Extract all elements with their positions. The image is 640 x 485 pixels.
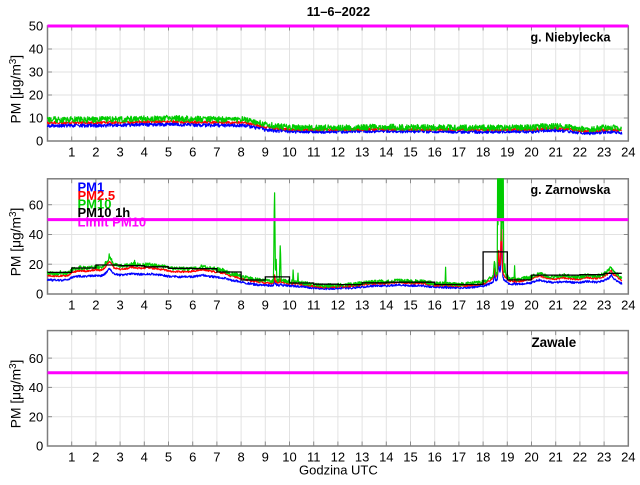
svg-text:14: 14 bbox=[379, 449, 393, 464]
svg-text:15: 15 bbox=[403, 297, 417, 312]
svg-text:14: 14 bbox=[379, 297, 393, 312]
svg-text:7: 7 bbox=[213, 297, 220, 312]
svg-text:24: 24 bbox=[621, 297, 635, 312]
svg-text:13: 13 bbox=[355, 297, 369, 312]
svg-text:7: 7 bbox=[213, 144, 220, 159]
svg-text:4: 4 bbox=[141, 449, 148, 464]
svg-text:20: 20 bbox=[524, 144, 538, 159]
svg-text:16: 16 bbox=[427, 297, 441, 312]
svg-text:22: 22 bbox=[573, 449, 587, 464]
svg-text:40: 40 bbox=[29, 227, 43, 242]
svg-text:6: 6 bbox=[189, 449, 196, 464]
svg-text:g. Zarnowska: g. Zarnowska bbox=[531, 183, 612, 197]
svg-text:Godzina UTC: Godzina UTC bbox=[299, 463, 378, 478]
svg-text:24: 24 bbox=[621, 144, 635, 159]
svg-text:10: 10 bbox=[282, 449, 296, 464]
svg-text:1: 1 bbox=[68, 297, 75, 312]
svg-text:4: 4 bbox=[141, 144, 148, 159]
svg-text:3: 3 bbox=[116, 297, 123, 312]
svg-text:17: 17 bbox=[452, 297, 466, 312]
svg-text:16: 16 bbox=[427, 144, 441, 159]
svg-text:8: 8 bbox=[237, 144, 244, 159]
svg-text:PM [μg/m3]: PM [μg/m3] bbox=[8, 208, 23, 277]
svg-text:4: 4 bbox=[141, 297, 148, 312]
svg-text:6: 6 bbox=[189, 144, 196, 159]
svg-text:22: 22 bbox=[573, 297, 587, 312]
svg-text:23: 23 bbox=[597, 144, 611, 159]
svg-text:PM2.5: PM2.5 bbox=[78, 188, 116, 203]
svg-text:12: 12 bbox=[331, 297, 345, 312]
svg-text:19: 19 bbox=[500, 297, 514, 312]
svg-text:10: 10 bbox=[29, 111, 43, 126]
svg-text:Limit PM10: Limit PM10 bbox=[78, 215, 147, 230]
svg-text:20: 20 bbox=[524, 449, 538, 464]
svg-text:PM [μg/m3]: PM [μg/m3] bbox=[8, 360, 23, 429]
svg-text:40: 40 bbox=[29, 380, 43, 395]
svg-text:PM [μg/m3]: PM [μg/m3] bbox=[8, 55, 23, 124]
svg-text:20: 20 bbox=[29, 88, 43, 103]
svg-text:21: 21 bbox=[548, 297, 562, 312]
svg-text:2: 2 bbox=[92, 297, 99, 312]
svg-text:2: 2 bbox=[92, 449, 99, 464]
svg-text:19: 19 bbox=[500, 449, 514, 464]
svg-text:18: 18 bbox=[476, 144, 490, 159]
svg-text:17: 17 bbox=[452, 144, 466, 159]
svg-text:0: 0 bbox=[36, 287, 43, 302]
svg-text:3: 3 bbox=[116, 449, 123, 464]
svg-text:30: 30 bbox=[29, 65, 43, 80]
svg-text:19: 19 bbox=[500, 144, 514, 159]
svg-text:PM1: PM1 bbox=[78, 179, 105, 194]
svg-text:21: 21 bbox=[548, 449, 562, 464]
svg-text:15: 15 bbox=[403, 144, 417, 159]
svg-text:5: 5 bbox=[165, 449, 172, 464]
svg-text:18: 18 bbox=[476, 297, 490, 312]
svg-text:20: 20 bbox=[524, 297, 538, 312]
svg-text:13: 13 bbox=[355, 144, 369, 159]
svg-text:60: 60 bbox=[29, 197, 43, 212]
svg-text:23: 23 bbox=[597, 297, 611, 312]
svg-text:9: 9 bbox=[262, 297, 269, 312]
svg-text:5: 5 bbox=[165, 144, 172, 159]
svg-text:11: 11 bbox=[307, 144, 321, 159]
svg-text:PM10: PM10 bbox=[78, 197, 112, 212]
svg-text:14: 14 bbox=[379, 144, 393, 159]
svg-text:0: 0 bbox=[36, 134, 43, 149]
svg-text:60: 60 bbox=[29, 351, 43, 366]
svg-text:8: 8 bbox=[237, 449, 244, 464]
svg-text:12: 12 bbox=[331, 449, 345, 464]
svg-text:20: 20 bbox=[29, 409, 43, 424]
svg-text:5: 5 bbox=[165, 297, 172, 312]
svg-text:11: 11 bbox=[307, 449, 321, 464]
svg-text:PM10 1h: PM10 1h bbox=[78, 205, 131, 220]
svg-text:50: 50 bbox=[29, 19, 43, 34]
svg-text:23: 23 bbox=[597, 449, 611, 464]
svg-text:18: 18 bbox=[476, 449, 490, 464]
svg-text:Zawale: Zawale bbox=[532, 335, 577, 350]
svg-text:24: 24 bbox=[621, 449, 635, 464]
svg-text:11: 11 bbox=[307, 297, 321, 312]
svg-text:8: 8 bbox=[237, 297, 244, 312]
svg-text:g. Niebylecka: g. Niebylecka bbox=[531, 31, 612, 45]
svg-text:10: 10 bbox=[282, 144, 296, 159]
svg-text:10: 10 bbox=[282, 297, 296, 312]
svg-text:6: 6 bbox=[189, 297, 196, 312]
svg-text:17: 17 bbox=[452, 449, 466, 464]
svg-text:20: 20 bbox=[29, 257, 43, 272]
svg-text:1: 1 bbox=[68, 449, 75, 464]
svg-text:9: 9 bbox=[262, 449, 269, 464]
svg-text:16: 16 bbox=[427, 449, 441, 464]
svg-text:7: 7 bbox=[213, 449, 220, 464]
svg-text:21: 21 bbox=[548, 144, 562, 159]
svg-text:40: 40 bbox=[29, 42, 43, 57]
svg-text:3: 3 bbox=[116, 144, 123, 159]
svg-text:1: 1 bbox=[68, 144, 75, 159]
svg-text:15: 15 bbox=[403, 449, 417, 464]
svg-text:12: 12 bbox=[331, 144, 345, 159]
svg-text:2: 2 bbox=[92, 144, 99, 159]
svg-text:22: 22 bbox=[573, 144, 587, 159]
svg-text:9: 9 bbox=[262, 144, 269, 159]
svg-text:11–6–2022: 11–6–2022 bbox=[307, 4, 370, 19]
svg-text:13: 13 bbox=[355, 449, 369, 464]
svg-text:0: 0 bbox=[36, 439, 43, 454]
